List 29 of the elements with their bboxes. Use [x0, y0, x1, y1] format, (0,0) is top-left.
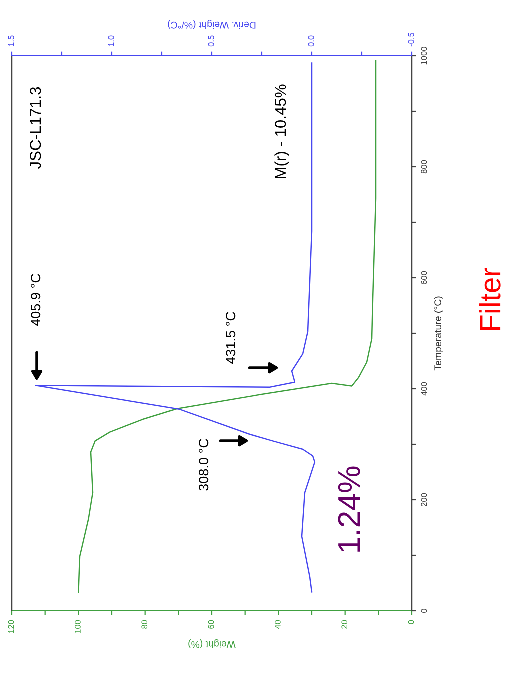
- y-tick-label: 800: [421, 160, 428, 174]
- x2-tick-label: 0.0: [308, 36, 314, 47]
- annotation: JSC-L171.3: [30, 87, 42, 170]
- x-tick-label: 60: [208, 620, 214, 629]
- x-tick-label: 0: [408, 620, 414, 624]
- y-tick-label: 200: [421, 493, 428, 507]
- x2-tick-label: 1.0: [108, 36, 114, 46]
- annotation: 308.0 °C: [199, 439, 209, 491]
- text: Filter: [479, 268, 501, 330]
- annotation: 405.9 °C: [31, 274, 41, 326]
- y-tick-label: 600: [421, 271, 428, 285]
- annotation: 1.24%: [338, 466, 360, 552]
- annotation: M(r) - 10.45%: [274, 84, 290, 178]
- x-tick-label: 20: [342, 620, 348, 629]
- x2-tick-label: 0.5: [208, 36, 214, 47]
- annotation: 431.5 °C: [226, 312, 236, 364]
- x2-axis-title: Deriv. Weight (%/°C): [168, 20, 256, 30]
- y-tick-label: 0: [421, 609, 428, 613]
- x2-tick-label: -0.5: [408, 32, 414, 47]
- x-tick-label: 100: [75, 620, 81, 634]
- x-tick-label: 120: [8, 620, 14, 634]
- line-series: [78, 60, 377, 594]
- x-tick-label: 80: [142, 620, 148, 629]
- x2-tick-label: 1.5: [8, 36, 14, 46]
- y-tick-label: 1000: [421, 47, 428, 65]
- y-axis-title: Temperature (°C): [434, 296, 444, 371]
- x-tick-label: 40: [275, 620, 281, 630]
- y-tick-label: 400: [421, 382, 428, 396]
- x-axis-title: Weight (%): [188, 639, 236, 649]
